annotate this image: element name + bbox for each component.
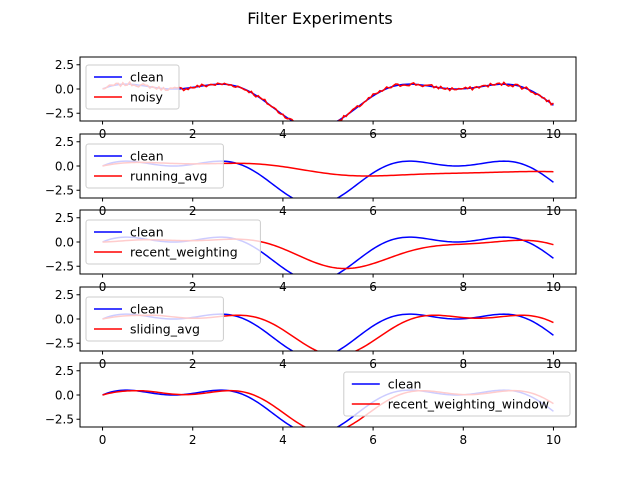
legend-frame: [85, 143, 224, 189]
legend-frame: [85, 296, 224, 342]
y-tick-label: −2.5: [45, 337, 74, 351]
y-tick-label: 2.5: [55, 58, 74, 72]
x-tick-label: 6: [369, 433, 377, 447]
x-tick-label: 8: [459, 357, 467, 371]
subplots: 0 2 4 6 8 10 −2.5 0.0 2.5 clean noisy 0 2 4 6 8 10 −2.5 0.…: [45, 56, 577, 447]
legend: clean noisy: [85, 64, 180, 110]
y-tick-label: 0.0: [55, 82, 74, 96]
x-tick-label: 8: [459, 433, 467, 447]
x-tick-label: 0: [99, 357, 107, 371]
x-tick-label: 10: [546, 204, 561, 218]
legend: clean sliding_avg: [85, 296, 224, 342]
x-tick-label: 4: [279, 433, 287, 447]
legend: clean running_avg: [85, 143, 224, 189]
x-tick-label: 6: [369, 204, 377, 218]
subplot-2: 0 2 4 6 8 10 −2.5 0.0 2.5 clean running_avg: [45, 133, 577, 218]
x-tick-label: 4: [279, 357, 287, 371]
legend-frame: [343, 371, 571, 417]
y-tick-label: 0.0: [55, 388, 74, 402]
y-tick-label: 2.5: [55, 288, 74, 302]
x-tick-label: 10: [546, 433, 561, 447]
x-tick-label: 0: [99, 433, 107, 447]
y-tick-label: 2.5: [55, 211, 74, 225]
legend-label-sliding-avg: sliding_avg: [130, 322, 200, 337]
legend-frame: [85, 219, 261, 265]
legend-label-clean: clean: [130, 225, 164, 240]
y-tick-label: −2.5: [45, 107, 74, 121]
y-tick-label: −2.5: [45, 184, 74, 198]
y-tick-label: 2.5: [55, 135, 74, 149]
y-tick-label: −2.5: [45, 260, 74, 274]
y-tick-label: −2.5: [45, 413, 74, 427]
y-tick-label: 2.5: [55, 364, 74, 378]
legend-label-noisy: noisy: [130, 90, 164, 105]
legend-label-clean: clean: [388, 377, 422, 392]
x-tick-label: 10: [546, 357, 561, 371]
x-tick-label: 4: [279, 204, 287, 218]
x-tick-label: 0: [99, 204, 107, 218]
legend-label-clean: clean: [130, 70, 164, 85]
subplot-5: 0 2 4 6 8 10 −2.5 0.0 2.5 clean recent_weighting_w…: [45, 362, 577, 447]
legend-label-running-avg: running_avg: [130, 169, 207, 184]
x-tick-label: 2: [189, 357, 197, 371]
y-tick-label: 0.0: [55, 235, 74, 249]
legend-label-recent-weighting: recent_weighting: [130, 245, 238, 260]
figure-title: Filter Experiments: [247, 9, 393, 28]
legend-label-clean: clean: [130, 149, 164, 164]
subplot-4: 0 2 4 6 8 10 −2.5 0.0 2.5 clean sliding_avg: [45, 286, 577, 371]
x-tick-label: 8: [459, 204, 467, 218]
legend-frame: [85, 64, 180, 110]
legend: clean recent_weighting_window: [343, 371, 571, 417]
legend-label-recent-weighting-window: recent_weighting_window: [388, 397, 549, 412]
legend: clean recent_weighting: [85, 219, 261, 265]
x-tick-label: 2: [189, 433, 197, 447]
x-tick-label: 6: [369, 357, 377, 371]
x-tick-label: 2: [189, 204, 197, 218]
y-tick-label: 0.0: [55, 312, 74, 326]
legend-label-clean: clean: [130, 302, 164, 317]
y-tick-label: 0.0: [55, 159, 74, 173]
